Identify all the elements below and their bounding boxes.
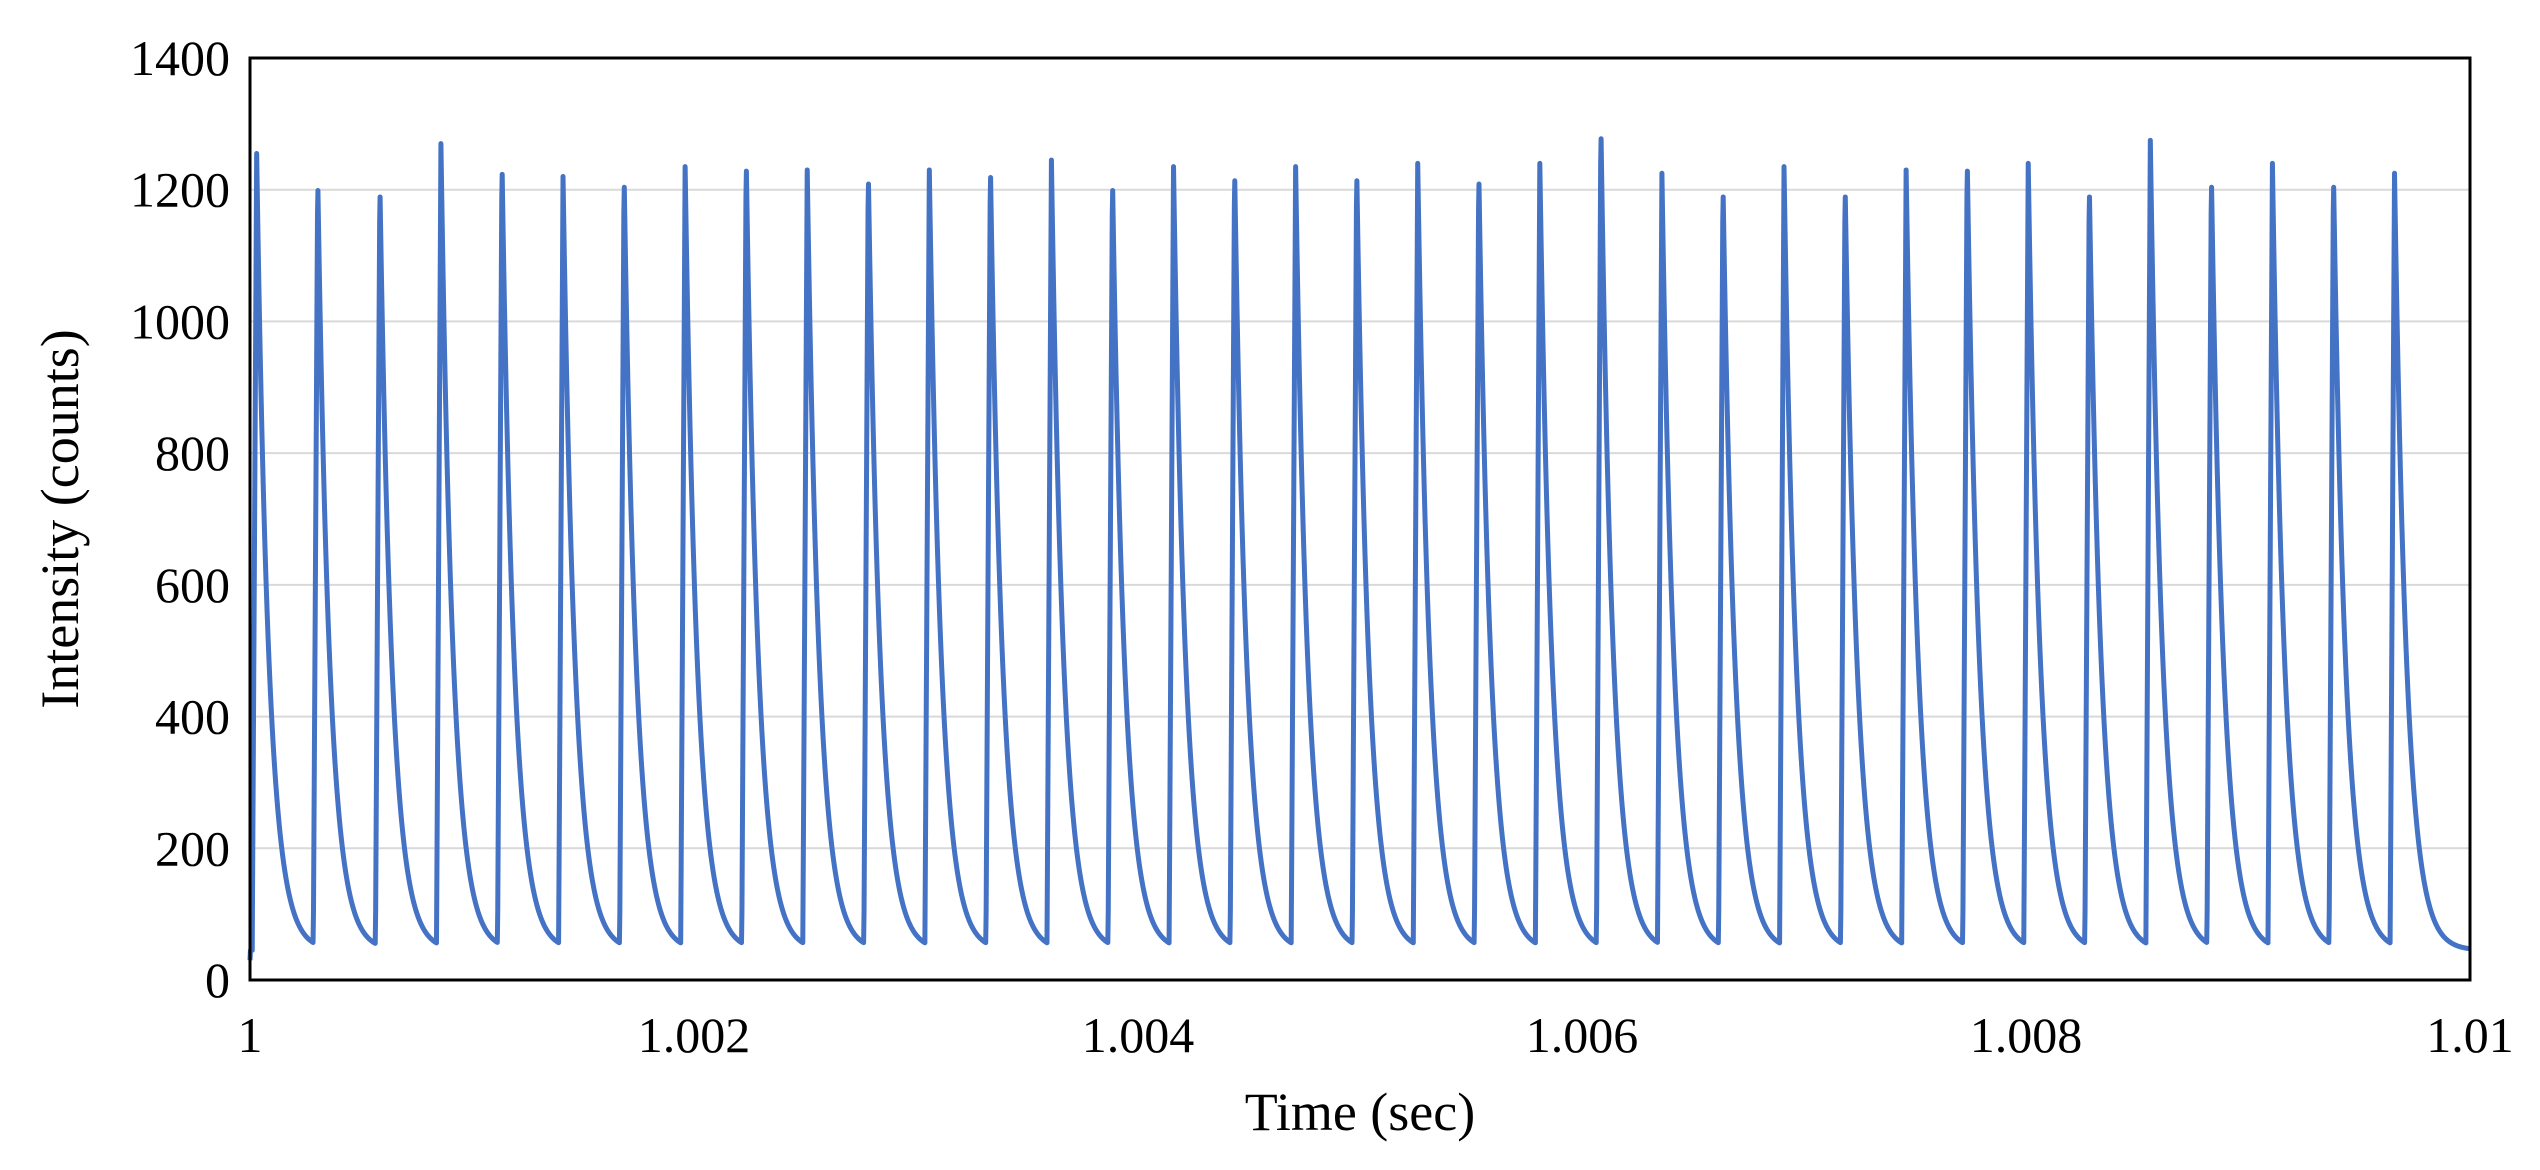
x-tick-label: 1.004 [1082, 1007, 1195, 1063]
y-tick-label: 800 [155, 425, 230, 481]
y-tick-label: 1000 [130, 293, 230, 349]
y-tick-label: 600 [155, 557, 230, 613]
y-tick-label: 1400 [130, 30, 230, 86]
plot-area-frame [248, 56, 2472, 982]
x-tick-label: 1.006 [1526, 1007, 1639, 1063]
x-tick-label: 1.008 [1970, 1007, 2083, 1063]
x-tick-label: 1.002 [638, 1007, 751, 1063]
series-line-intensity [247, 136, 2473, 961]
y-tick-label: 200 [155, 820, 230, 876]
y-tick-label: 1200 [130, 162, 230, 218]
y-axis-ticks: 0 200 400 600 800 1000 1200 1400 [130, 30, 230, 1008]
x-axis-title: Time (sec) [1245, 1082, 1475, 1142]
x-tick-label: 1 [238, 1007, 263, 1063]
x-axis-ticks: 1 1.002 1.004 1.006 1.008 1.01 [238, 1007, 2514, 1063]
y-axis-title: Intensity (counts) [30, 329, 90, 708]
y-tick-label: 0 [205, 952, 230, 1008]
y-tick-label: 400 [155, 689, 230, 745]
x-tick-label: 1.01 [2426, 1007, 2514, 1063]
